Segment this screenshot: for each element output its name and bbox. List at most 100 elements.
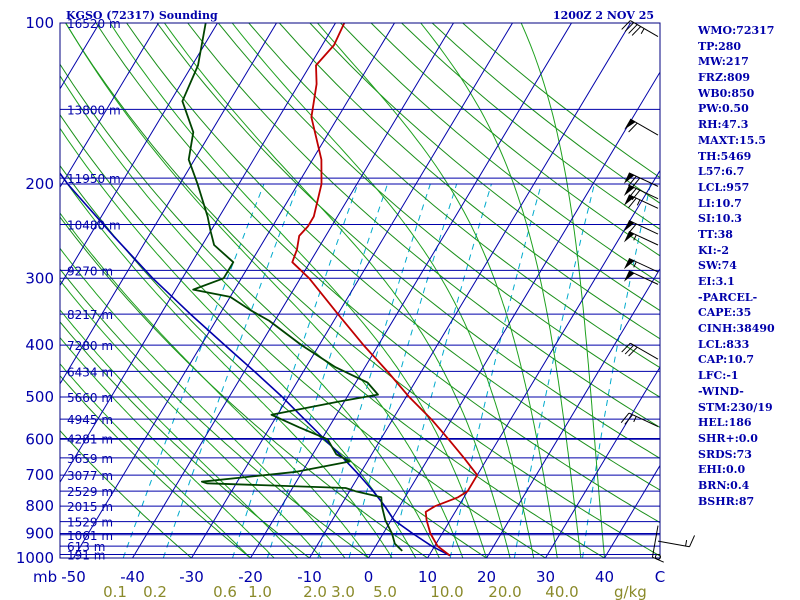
height-label-145: 13800 m <box>67 103 121 117</box>
height-label-985: 191 m <box>67 548 105 562</box>
chart-title: KGSO (72317) Sounding <box>66 9 218 22</box>
barb-full <box>631 26 642 36</box>
barb-pennant <box>624 119 636 130</box>
isotherm--80 <box>60 23 218 287</box>
barb-shaft <box>628 194 659 209</box>
barb-half <box>633 416 637 423</box>
mixing-ratio-unit: g/kg <box>614 583 647 600</box>
isotherm-10 <box>427 169 660 558</box>
wind-barb-12 <box>657 535 696 548</box>
wind-barb-1 <box>624 118 659 136</box>
wind-barb-2 <box>623 172 659 188</box>
index-12: SI:10.3 <box>698 212 742 226</box>
mixing-ratio-tick-40.0: 40.0 <box>545 583 578 600</box>
index-16: EI:3.1 <box>698 275 735 288</box>
pressure-label-400: 400 <box>25 336 54 354</box>
barb-full <box>689 535 696 547</box>
barb-shaft <box>651 525 659 558</box>
moist-adiabat-24 <box>163 23 511 558</box>
index-25: HEL:186 <box>698 416 752 430</box>
index-14: KI:-2 <box>698 243 729 257</box>
height-label-855: 1529 m <box>67 516 113 530</box>
index-21: CAP:10.7 <box>698 353 755 367</box>
index-26: SHR+:0.0 <box>698 431 758 445</box>
temp-tick-10: 10 <box>418 568 437 586</box>
barb-shaft <box>657 540 690 548</box>
index-3: FRZ:809 <box>698 71 751 85</box>
pressure-label-1000: 1000 <box>16 549 54 567</box>
barb-shaft <box>628 258 659 273</box>
temp-tick--10: -10 <box>297 568 322 586</box>
height-label-950: 613 m <box>67 540 105 554</box>
index-6: RH:47.3 <box>698 118 749 132</box>
index-0: WMO:72317 <box>698 24 775 37</box>
index-24: STM:230/19 <box>698 400 773 414</box>
barb-pennant <box>623 270 635 282</box>
height-labels: 16520 m 13800 m 11950 m 10480 m 9270 m 8217 m… <box>67 17 121 562</box>
pressure-label-900: 900 <box>25 525 54 543</box>
mixing-ratio-tick-5.0: 5.0 <box>373 583 397 600</box>
index-10: LCL:957 <box>698 180 750 194</box>
index-7: MAXT:15.5 <box>698 133 766 147</box>
barb-pennant <box>623 231 635 243</box>
mixing-ratio-tick-0.1: 0.1 <box>103 583 127 600</box>
height-label-650: 3659 m <box>67 452 113 466</box>
index-4: WB0:850 <box>698 86 755 100</box>
y-axis-unit: mb <box>33 568 57 586</box>
dry-adiabat-130 <box>309 23 660 312</box>
barb-full <box>631 189 641 201</box>
mixing-ratio-tick-2.0: 2.0 <box>303 583 327 600</box>
barb-shaft <box>628 184 659 200</box>
isotherm-40 <box>604 464 660 558</box>
barb-half <box>640 28 645 34</box>
isotherm--10 <box>309 23 631 558</box>
pressure-label-300: 300 <box>25 269 54 287</box>
dry-adiabat-90 <box>187 23 660 428</box>
height-label-905: 1061 m <box>67 529 113 543</box>
barb-pennant <box>623 172 635 184</box>
height-label-238: 10480 m <box>67 218 121 232</box>
dry-adiabat-120 <box>279 23 660 340</box>
wind-barb-9 <box>621 342 659 360</box>
index-30: BSHR:87 <box>698 494 755 508</box>
wind-barb-7 <box>623 258 659 273</box>
isotherm--90 <box>60 23 159 189</box>
height-label-750: 2529 m <box>67 485 113 499</box>
barb-shaft <box>630 342 659 360</box>
barb-shaft <box>628 270 659 285</box>
isotherm-30 <box>545 366 660 558</box>
barb-full <box>624 22 635 32</box>
pressure-label-200: 200 <box>25 175 54 193</box>
wind-barb-0 <box>621 20 659 37</box>
height-label-500: 5660 m <box>67 391 113 405</box>
temp-tick-40: 40 <box>595 568 614 586</box>
moist-adiabat-28 <box>231 23 535 558</box>
temperature-line <box>291 23 479 557</box>
index-13: TT:38 <box>698 227 733 241</box>
pressure-label-600: 600 <box>25 430 54 448</box>
barb-shaft <box>628 412 659 428</box>
barb-full <box>628 24 638 34</box>
dry-adiabat-40 <box>60 63 606 558</box>
height-label-290: 9270 m <box>67 264 113 278</box>
mixing-ratio-line-20 <box>513 183 595 558</box>
barb-half <box>633 261 637 268</box>
isobars <box>60 23 660 558</box>
wind-barb-10 <box>620 412 659 428</box>
barb-full <box>628 122 638 133</box>
barb-full <box>624 344 635 355</box>
index-11: LI:10.7 <box>698 196 742 210</box>
height-label-598: 4281 m <box>67 433 113 447</box>
pressure-tick-labels: 100 200 300 400 500 600 700 800 900 1000 <box>16 14 54 567</box>
dry-adiabat-60 <box>95 23 660 524</box>
barb-full <box>620 412 630 423</box>
barb-full <box>628 346 638 357</box>
isotherm--50 <box>73 23 395 558</box>
mixing-ratio-tick-1.0: 1.0 <box>248 583 272 600</box>
index-15: SW:74 <box>698 259 737 273</box>
wind-barbs <box>620 20 696 563</box>
index-17: -PARCEL- <box>698 290 758 304</box>
temp-tick--20: -20 <box>238 568 263 586</box>
index-20: LCL:833 <box>698 337 750 351</box>
wind-barb-6 <box>623 231 659 246</box>
